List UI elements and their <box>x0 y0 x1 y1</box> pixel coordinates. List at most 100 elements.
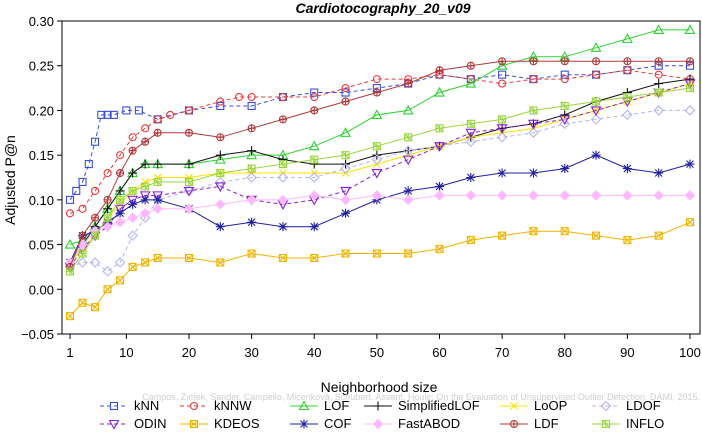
data-point <box>278 160 287 169</box>
legend-item-fastabod: FastABOD <box>364 416 460 431</box>
data-point <box>128 262 137 271</box>
data-point <box>91 231 100 240</box>
data-point <box>128 168 138 178</box>
data-point <box>372 142 381 151</box>
data-point <box>153 195 163 205</box>
data-point <box>139 212 151 224</box>
data-point <box>166 110 175 119</box>
x-tick-label: 10 <box>119 345 133 360</box>
data-point <box>372 75 381 84</box>
legend-label: LDF <box>534 416 559 431</box>
data-point <box>509 419 519 429</box>
legend-label: SimplifiedLOF <box>398 398 480 413</box>
data-point <box>184 106 194 115</box>
data-point <box>128 199 138 209</box>
data-point <box>278 253 287 263</box>
data-point <box>247 164 256 173</box>
data-point <box>78 298 87 307</box>
data-point <box>560 164 570 174</box>
data-point <box>103 204 113 214</box>
data-point <box>215 176 226 188</box>
data-point <box>310 155 319 164</box>
data-point <box>65 267 75 276</box>
data-point <box>278 222 288 232</box>
data-point <box>685 57 695 66</box>
data-point <box>214 153 226 164</box>
x-tick-label: 50 <box>370 345 384 360</box>
x-tick-label: 60 <box>432 345 446 360</box>
data-point <box>528 127 539 139</box>
data-point <box>153 159 163 169</box>
x-tick-label: 90 <box>620 345 634 360</box>
data-point <box>559 115 571 125</box>
data-point <box>84 160 93 169</box>
legend-item-simplifiedlof: SimplifiedLOF <box>364 398 480 413</box>
data-point <box>621 33 633 43</box>
data-point <box>341 84 350 93</box>
data-point <box>64 238 76 249</box>
y-tick-label: 0.15 <box>29 148 54 163</box>
data-point <box>623 66 632 75</box>
data-point <box>108 419 120 430</box>
data-point <box>184 159 194 169</box>
data-point <box>277 194 289 206</box>
data-point <box>528 190 539 201</box>
series-line <box>69 69 691 214</box>
data-point <box>102 221 113 232</box>
data-point <box>465 77 477 88</box>
data-point <box>684 24 696 34</box>
data-point <box>622 109 633 121</box>
legend-label: COF <box>324 416 352 431</box>
data-point <box>434 142 445 152</box>
data-point <box>402 104 414 115</box>
data-point <box>247 92 256 102</box>
series-layer <box>64 24 696 321</box>
data-point <box>592 97 601 106</box>
data-point <box>654 70 663 79</box>
legend-item-inflo: INFLO <box>592 416 664 431</box>
data-point <box>623 92 632 102</box>
data-point <box>685 159 695 169</box>
data-point <box>308 140 320 151</box>
data-point <box>559 118 571 130</box>
data-point <box>152 203 163 215</box>
data-point <box>309 190 320 201</box>
data-point <box>140 159 150 169</box>
data-point <box>216 258 225 267</box>
data-point <box>402 194 414 206</box>
data-point <box>114 257 126 268</box>
series-line <box>69 109 690 273</box>
data-point <box>529 227 538 236</box>
data-point <box>78 231 87 240</box>
data-point <box>128 186 137 195</box>
data-point <box>184 177 194 187</box>
data-point <box>684 190 696 201</box>
data-point <box>278 115 287 124</box>
data-point <box>592 231 601 240</box>
data-point <box>152 191 164 202</box>
data-point <box>373 401 383 411</box>
data-point <box>654 168 664 178</box>
data-point <box>116 168 125 178</box>
series-line <box>69 29 690 246</box>
data-point <box>128 133 137 142</box>
y-tick-label: 0.20 <box>29 103 54 118</box>
data-point <box>246 172 257 183</box>
data-point <box>340 163 351 174</box>
data-point <box>115 186 125 196</box>
data-point <box>466 61 475 70</box>
data-point <box>153 128 162 137</box>
legend-label: ODIN <box>134 416 167 431</box>
data-point <box>529 106 538 115</box>
data-point <box>403 186 413 196</box>
data-point <box>184 253 194 263</box>
data-point <box>141 258 150 267</box>
data-point <box>592 57 601 66</box>
data-point <box>402 145 414 156</box>
data-point <box>91 137 100 146</box>
data-point <box>78 249 87 258</box>
x-tick-label: 20 <box>182 345 196 360</box>
data-point <box>465 128 477 139</box>
data-point <box>404 249 413 258</box>
